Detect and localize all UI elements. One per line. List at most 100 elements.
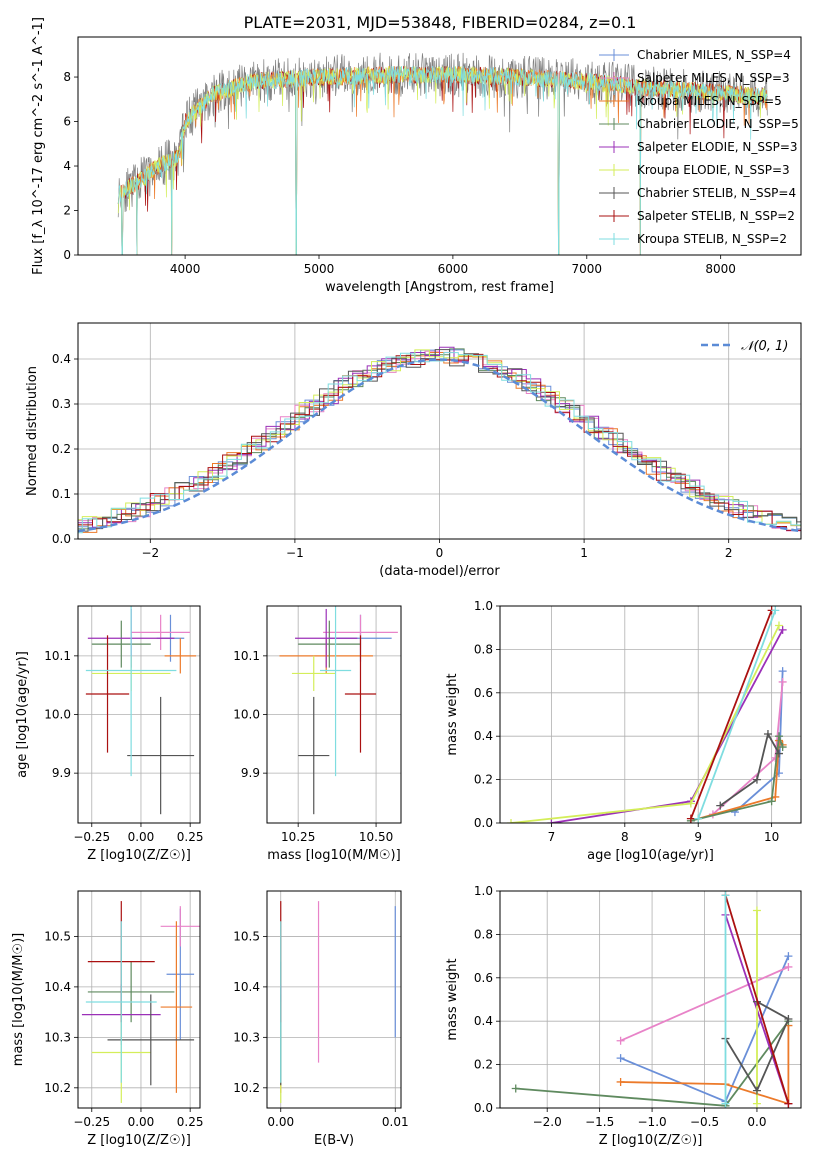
legend-label-salpeter_stelib: Salpeter STELIB, N_SSP=2 <box>637 209 795 223</box>
x-tick-label: 10 <box>764 830 779 844</box>
spectrum-legend: Chabrier MILES, N_SSP=4 Salpeter MILES, N… <box>599 48 799 246</box>
massweight_vs_Z-panel: −2.0 −1.5 −1.0 −0.5 0.0 0.0 0.2 0.4 0.6 0.8 1.0 Z [… <box>445 884 802 1148</box>
marker-salpeter_miles <box>778 677 787 686</box>
y-tick-label: 0.3 <box>52 397 71 411</box>
y-tick-label: 0.0 <box>474 816 493 830</box>
point-chabrier_elodie <box>298 620 361 668</box>
x-tick-label: 6000 <box>438 262 469 276</box>
y-tick-label: 10.5 <box>233 929 260 943</box>
x-tick-label: 0 <box>436 546 444 560</box>
y-tick-label: 0.1 <box>52 487 71 501</box>
y-tick-label: 0.0 <box>474 1101 493 1115</box>
y-tick-label: 0.4 <box>474 729 493 743</box>
y-tick-label: 10.2 <box>233 1081 260 1095</box>
x-tick-label: 0.0 <box>747 1115 766 1129</box>
x-tick-label: −1.5 <box>585 1115 614 1129</box>
y-tick-label: 9.9 <box>241 766 260 780</box>
x-axis-label: Z [log10(Z/Z☉)] <box>87 848 191 863</box>
point-chabrier_elodie <box>87 961 175 1023</box>
point-kroupa_miles <box>164 638 197 674</box>
marker-salpeter_miles <box>784 962 793 971</box>
marker-kroupa_elodie <box>752 1099 761 1108</box>
legend-label-chabrier_elodie: Chabrier ELODIE, N_SSP=5 <box>637 117 799 131</box>
y-tick-label: 0.2 <box>474 773 493 787</box>
marker-chabrier_elodie <box>778 743 787 752</box>
legend-label-chabrier_miles: Chabrier MILES, N_SSP=4 <box>637 48 791 62</box>
x-tick-label: 2 <box>725 546 733 560</box>
marker-chabrier_stelib <box>774 749 783 758</box>
marker-chabrier_stelib <box>784 1015 793 1024</box>
series-salpeter_stelib <box>724 895 790 1104</box>
y-tick-label: 10.2 <box>44 1081 71 1095</box>
y-axis-label: mass [log10(M/M☉)] <box>11 933 26 1066</box>
y-tick-label: 10.1 <box>233 649 260 663</box>
y-tick-label: 0.2 <box>474 1058 493 1072</box>
mass_vs_Z-panel: −0.25 0.00 0.25 10.2 10.3 10.4 10.5 Z [log10(Z/… <box>11 890 204 1148</box>
axes-frame <box>77 890 201 1109</box>
point-salpeter_stelib <box>344 635 377 753</box>
series-salpeter_miles <box>620 966 789 1042</box>
axes-frame <box>499 605 802 824</box>
spectrum-plot <box>117 52 768 255</box>
x-axis-label: mass [log10(M/M☉)] <box>267 848 400 863</box>
y-tick-label: 10.4 <box>233 980 260 994</box>
point-salpeter_miles <box>160 906 200 947</box>
y-tick-label: 0.0 <box>52 532 71 546</box>
y-tick-label: 0.4 <box>474 1014 493 1028</box>
x-axis-label: Z [log10(Z/Z☉)] <box>599 1133 703 1148</box>
x-tick-label: 5000 <box>304 262 335 276</box>
axes-frame <box>499 890 802 1109</box>
hist-chabrier_stelib <box>78 349 801 532</box>
y-tick-label: 0.6 <box>474 971 493 985</box>
y-tick-label: 10.3 <box>44 1030 71 1044</box>
y-tick-label: 4 <box>63 159 71 173</box>
axes-frame <box>266 605 402 824</box>
hist-salpeter_stelib <box>78 353 801 531</box>
series-chabrier_stelib <box>724 1000 790 1093</box>
x-tick-label: 0.25 <box>177 1115 204 1129</box>
y-axis-label: age [log10(age/yr)] <box>15 651 30 778</box>
y-tick-label: 10.5 <box>44 929 71 943</box>
massweight_vs_age-plot <box>500 606 801 823</box>
spectrum-model-kroupa_stelib <box>117 65 768 255</box>
y-tick-label: 10.0 <box>233 708 260 722</box>
figure-title: PLATE=2031, MJD=53848, FIBERID=0284, z=0… <box>244 13 637 32</box>
x-tick-label: 7 <box>548 830 556 844</box>
x-tick-label: 10.50 <box>359 830 393 844</box>
series-kroupa_stelib <box>697 609 777 820</box>
x-axis-label: (data-model)/error <box>379 564 500 579</box>
marker-chabrier_miles <box>778 667 787 676</box>
x-tick-label: 1 <box>580 546 588 560</box>
x-tick-label: 4000 <box>170 262 201 276</box>
x-tick-label: 10.25 <box>281 830 315 844</box>
y-tick-label: 9.9 <box>52 766 71 780</box>
hist-legend-label: 𝒩(0, 1) <box>741 339 788 354</box>
legend-label-chabrier_stelib: Chabrier STELIB, N_SSP=4 <box>637 186 796 200</box>
x-tick-label: 8 <box>621 830 629 844</box>
point-chabrier_elodie <box>91 620 151 668</box>
y-tick-label: 10.1 <box>44 649 71 663</box>
y-tick-label: 0.6 <box>474 686 493 700</box>
marker-kroupa_stelib <box>771 606 780 615</box>
point-chabrier_stelib <box>298 696 330 815</box>
x-axis-label: Z [log10(Z/Z☉)] <box>87 1133 191 1148</box>
marker-chabrier_stelib <box>716 801 725 810</box>
axes-frame <box>77 36 802 256</box>
marker-chabrier_stelib <box>752 775 761 784</box>
age_vs_mass-panel: 10.25 10.50 9.9 10.0 10.1 mass [log10(M/M☉)] <box>233 605 402 863</box>
age_vs_Z-plot <box>78 606 200 823</box>
axes-frame <box>77 322 802 540</box>
marker-salpeter_elodie <box>547 819 556 823</box>
legend-label-salpeter_elodie: Salpeter ELODIE, N_SSP=3 <box>637 140 798 154</box>
point-salpeter_miles <box>131 614 191 650</box>
marker-kroupa_elodie <box>686 799 695 808</box>
point-salpeter_stelib <box>85 635 130 753</box>
panels: 4000 5000 6000 7000 8000 0 2 4 6 8 wavelength [Ang… <box>11 17 802 1148</box>
point-chabrier_stelib <box>107 994 195 1086</box>
x-tick-label: −0.25 <box>73 1115 110 1129</box>
x-tick-label: 0.01 <box>382 1115 409 1129</box>
mass_vs_ebv-panel: 0.00 0.01 10.2 10.3 10.4 10.5 E(B-V) <box>233 890 409 1148</box>
residual_hist-plot <box>78 323 801 539</box>
y-tick-label: 0.8 <box>474 927 493 941</box>
y-tick-label: 1.0 <box>474 599 493 613</box>
